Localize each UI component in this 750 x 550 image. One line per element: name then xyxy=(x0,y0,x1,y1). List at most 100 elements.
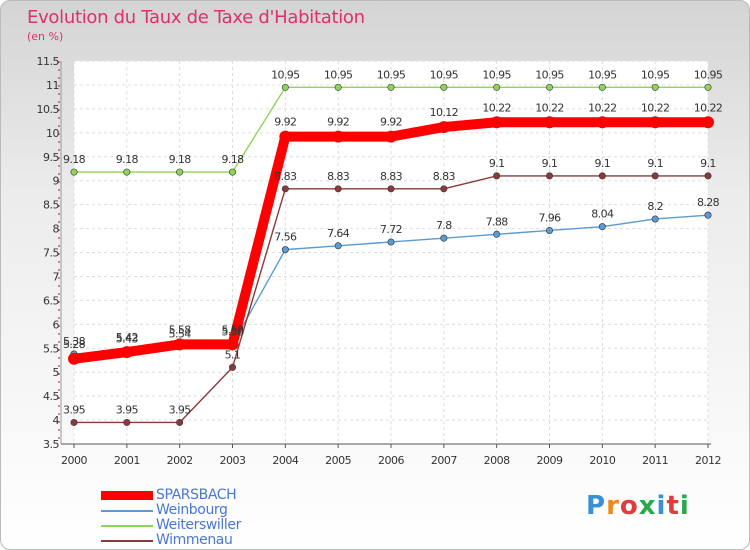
data-label: 9.1 xyxy=(594,157,610,170)
x-tick-label: 2004 xyxy=(272,454,298,467)
data-point xyxy=(176,168,184,176)
data-label: 5.54 xyxy=(169,327,192,340)
data-point xyxy=(545,226,553,234)
legend-label: Weinbourg xyxy=(156,502,228,518)
y-tick-label: 9 xyxy=(53,175,60,188)
chart-unit: (en %) xyxy=(27,30,64,43)
data-point xyxy=(123,418,131,426)
data-label: 8.28 xyxy=(697,196,720,209)
data-label: 7.72 xyxy=(380,223,402,236)
data-point xyxy=(437,121,450,134)
data-point xyxy=(334,185,342,193)
data-label: 9.92 xyxy=(274,116,296,129)
x-tick-label: 2011 xyxy=(642,454,668,467)
data-label: 10.95 xyxy=(430,68,459,81)
data-label: 10.95 xyxy=(377,68,406,81)
data-label: 10.95 xyxy=(271,68,300,81)
data-point xyxy=(596,116,609,129)
y-tick-label: 11.5 xyxy=(37,55,60,68)
data-label: 8.83 xyxy=(380,170,403,183)
data-label: 9.1 xyxy=(489,157,505,170)
data-point xyxy=(598,83,606,91)
data-point xyxy=(226,338,239,351)
data-label: 5.43 xyxy=(116,333,139,346)
data-label: 10.95 xyxy=(535,68,564,81)
data-point xyxy=(70,168,78,176)
data-label: 5.58 xyxy=(221,323,244,336)
data-label: 9.92 xyxy=(380,116,402,129)
y-tick-label: 11 xyxy=(46,79,59,92)
data-label: 7.8 xyxy=(436,219,452,232)
data-point xyxy=(490,116,503,129)
data-label: 10.95 xyxy=(324,68,353,81)
data-point xyxy=(493,83,501,91)
legend-swatch xyxy=(101,491,153,500)
data-point xyxy=(543,116,556,129)
data-point xyxy=(120,346,133,359)
x-tick-label: 2005 xyxy=(325,454,351,467)
data-label: 3.95 xyxy=(63,403,86,416)
chart-title: Evolution du Taux de Taxe d'Habitation xyxy=(27,7,365,28)
data-label: 10.22 xyxy=(588,101,617,114)
data-label: 8.2 xyxy=(647,200,663,213)
data-point xyxy=(651,215,659,223)
x-tick-label: 2001 xyxy=(114,454,140,467)
y-tick-label: 7 xyxy=(53,270,60,283)
x-tick-label: 2007 xyxy=(431,454,457,467)
data-point xyxy=(598,223,606,231)
data-point xyxy=(493,230,501,238)
data-label: 9.1 xyxy=(647,157,663,170)
data-label: 10.95 xyxy=(694,68,723,81)
data-point xyxy=(704,172,712,180)
data-point xyxy=(387,83,395,91)
data-point xyxy=(229,363,237,371)
data-label: 8.04 xyxy=(591,208,614,221)
y-tick-label: 8 xyxy=(53,223,60,236)
data-point xyxy=(176,418,184,426)
y-tick-label: 10.5 xyxy=(37,103,60,116)
data-point xyxy=(332,130,345,143)
data-label: 9.92 xyxy=(327,116,349,129)
data-label: 5.58 xyxy=(221,325,244,338)
data-point xyxy=(704,211,712,219)
legend-label: Wimmenau xyxy=(156,532,233,548)
y-tick-label: 7.5 xyxy=(43,247,59,260)
data-label: 3.95 xyxy=(116,403,139,416)
x-tick-label: 2000 xyxy=(61,454,87,467)
y-tick-label: 5.5 xyxy=(43,342,59,355)
data-point xyxy=(598,172,606,180)
y-tick-label: 10 xyxy=(46,127,59,140)
data-point xyxy=(334,83,342,91)
data-point xyxy=(704,83,712,91)
data-point xyxy=(702,116,714,129)
data-label: 9.1 xyxy=(542,157,558,170)
data-label: 5.38 xyxy=(63,335,86,348)
data-label: 9.18 xyxy=(169,153,192,166)
data-point xyxy=(440,83,448,91)
proxiti-logo: Proxiti xyxy=(586,491,690,521)
data-label: 10.22 xyxy=(535,101,564,114)
data-point xyxy=(649,116,662,129)
x-tick-label: 2010 xyxy=(589,454,615,467)
y-tick-label: 6.5 xyxy=(43,294,59,307)
data-point xyxy=(70,418,78,426)
x-tick-label: 2002 xyxy=(167,454,193,467)
data-label: 10.12 xyxy=(430,106,459,119)
data-point xyxy=(281,185,289,193)
x-tick-label: 2008 xyxy=(484,454,510,467)
data-label: 10.95 xyxy=(641,68,670,81)
x-tick-label: 2006 xyxy=(378,454,404,467)
data-label: 10.22 xyxy=(641,101,670,114)
data-point xyxy=(68,352,80,365)
data-point xyxy=(387,238,395,246)
data-label: 7.88 xyxy=(486,215,509,228)
data-point xyxy=(651,83,659,91)
data-point xyxy=(651,172,659,180)
data-label: 9.18 xyxy=(63,153,86,166)
data-point xyxy=(440,185,448,193)
legend-label: SPARSBACH xyxy=(156,487,237,503)
data-label: 7.96 xyxy=(538,211,561,224)
data-point xyxy=(279,130,292,143)
legend-swatch xyxy=(101,540,153,542)
data-label: 3.95 xyxy=(169,403,192,416)
